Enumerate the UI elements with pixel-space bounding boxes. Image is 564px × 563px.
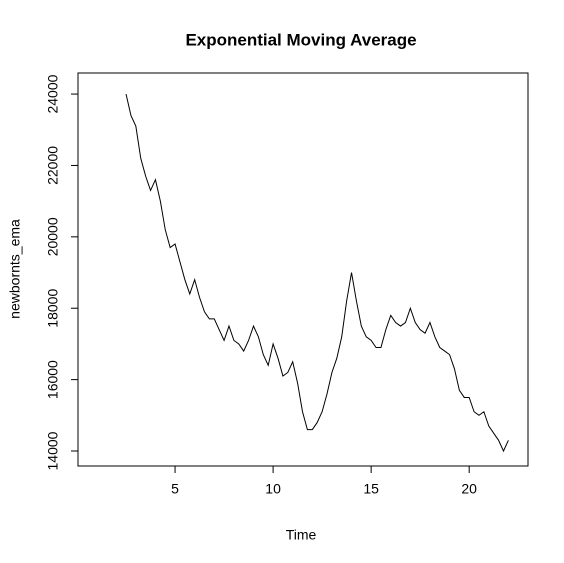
- plot-box: [77, 72, 529, 467]
- y-tick-label: 22000: [45, 146, 61, 185]
- y-tick-label: 20000: [45, 217, 61, 256]
- data-line: [125, 93, 509, 453]
- x-tick-label: 5: [171, 481, 179, 497]
- chart-title: Exponential Moving Average: [185, 30, 416, 49]
- x-tick-label: 15: [363, 481, 379, 497]
- y-tick-label: 14000: [45, 431, 61, 470]
- y-axis-label: newbornts_ema: [7, 219, 23, 319]
- x-tick-label: 10: [265, 481, 281, 497]
- x-axis-label: Time: [286, 527, 317, 543]
- x-tick-label: 20: [461, 481, 477, 497]
- y-tick-label: 18000: [45, 289, 61, 328]
- y-tick-label: 16000: [45, 360, 61, 399]
- y-tick-label: 24000: [45, 74, 61, 113]
